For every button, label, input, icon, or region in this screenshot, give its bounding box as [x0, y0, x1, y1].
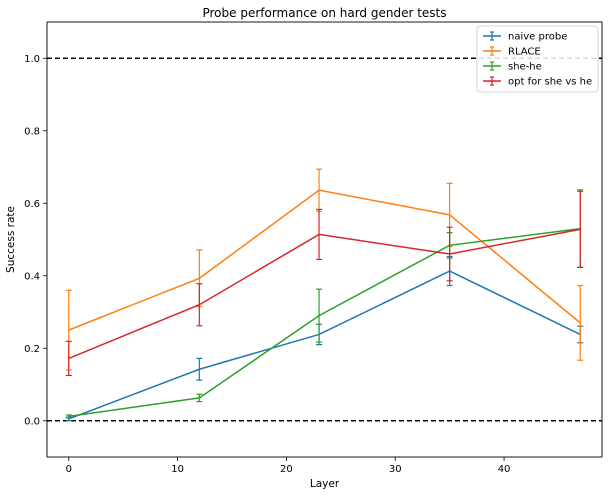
x-tick-label: 20: [280, 464, 293, 475]
y-tick-label: 0.6: [24, 199, 40, 210]
x-tick-label: 10: [171, 464, 184, 475]
x-tick-label: 30: [389, 464, 402, 475]
x-axis-ticks: 0 10 20 30 40: [66, 457, 511, 475]
legend-label: RLACE: [508, 47, 541, 58]
series-layer: [65, 168, 584, 422]
y-axis-ticks: 0.0 0.2 0.4 0.6 0.8 1.0: [24, 54, 47, 427]
series-rlace: [65, 168, 584, 371]
legend-entry: RLACE: [483, 46, 541, 58]
y-tick-label: 0.8: [24, 126, 40, 137]
y-tick-label: 0.4: [24, 271, 40, 282]
legend-label: she-he: [508, 62, 542, 73]
x-tick-label: 0: [66, 464, 72, 475]
y-tick-label: 0.0: [24, 416, 40, 427]
legend-entry: naive probe: [483, 31, 567, 43]
y-tick-label: 1.0: [24, 54, 40, 65]
y-tick-label: 0.2: [24, 344, 40, 355]
plot-frame: [46, 21, 603, 458]
plot-background: [47, 22, 602, 457]
legend-entry: opt for she vs he: [483, 76, 592, 88]
y-axis-label: Success rate: [5, 206, 17, 273]
x-tick-label: 40: [498, 464, 511, 475]
series-opt-for-she-vs-he: [65, 190, 584, 377]
reference-lines: [47, 57, 602, 422]
legend-label: naive probe: [508, 32, 567, 43]
legend-box: [476, 25, 599, 93]
x-axis-label: Layer: [310, 478, 340, 490]
legend: naive probe RLACE she-he opt for she vs he: [476, 25, 599, 93]
legend-entry: she-he: [483, 61, 542, 73]
chart-title: Probe performance on hard gender tests: [202, 6, 446, 20]
legend-label: opt for she vs he: [508, 77, 592, 88]
